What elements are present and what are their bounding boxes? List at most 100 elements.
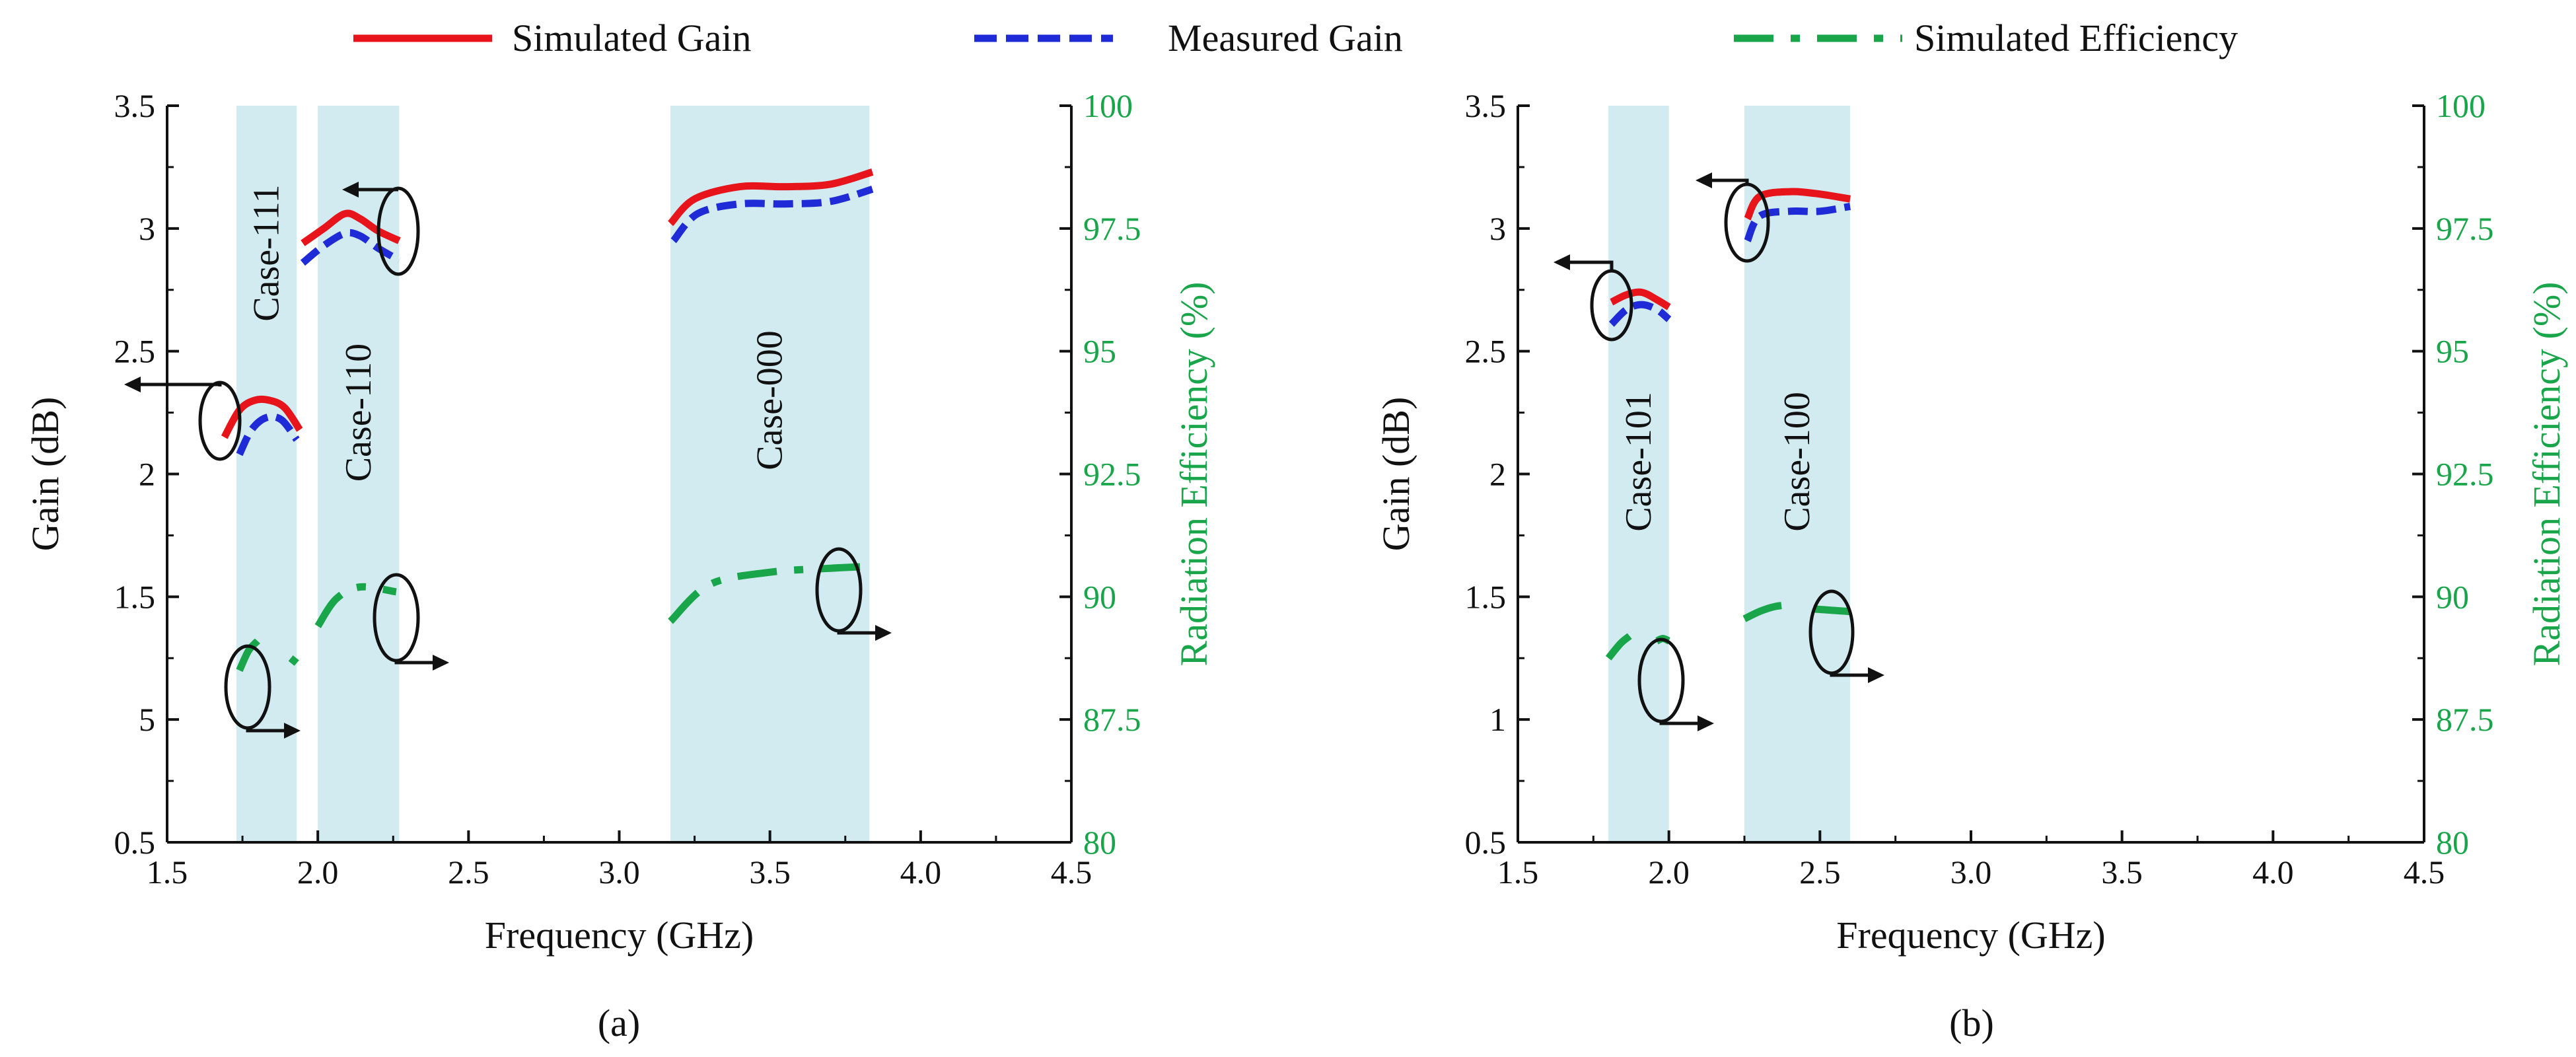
x-tick-label: 4.0 [2252,854,2294,891]
right-axis-arrow [394,661,439,665]
y2-tick-label: 95 [1083,333,1116,370]
x-tick-label: 2.0 [297,854,339,891]
series-line-simulated-gain [1744,188,1851,221]
x-tick-label: 3.0 [1950,854,1992,891]
y2-tick-label: 100 [2436,87,2486,124]
y2-axis-title: Radiation Efficiency (%) [2525,282,2568,667]
y-tick-label: 1 [1489,701,1506,738]
y-tick-label: 5 [139,701,155,738]
band-label: Case-000 [750,330,791,470]
x-tick-label: 4.0 [900,854,942,891]
band-layer: Case-101 Case-100 [1608,106,1851,842]
band-label: Case-110 [338,344,379,482]
series-layer [1605,188,1851,661]
x-tick-label: 2.0 [1648,854,1690,891]
band-layer: Case-111 Case-110 Case-000 [236,106,870,842]
x-tick-label: 4.5 [2404,854,2445,891]
y-axis-title: Gain (dB) [1375,397,1417,552]
series-line-simulated-efficiency [314,583,397,628]
arrow-head [1868,667,1884,683]
y-tick-label: 3 [1489,210,1506,247]
arrow-head [1696,172,1712,188]
band-label: Case-100 [1777,392,1818,532]
case-band [1744,106,1851,842]
y-tick-label: 0.5 [1465,824,1507,861]
series-line-simulated-gain [1610,288,1671,310]
arrow-head [1554,254,1570,270]
left-axis-arrow [132,383,222,386]
x-tick-label: 3.5 [749,854,791,891]
band-label: Case-101 [1618,392,1659,532]
axis-ellipse [198,381,242,461]
series-line-measured-gain [236,413,300,456]
x-tick-label: 1.5 [147,854,188,891]
series-line-simulated-efficiency [1742,601,1797,622]
arrow-head [875,625,892,641]
x-tick-label: 2.5 [448,854,489,891]
right-axis-arrow [1830,673,1875,677]
arrow-head [1698,715,1714,731]
x-tick-label: 1.5 [1497,854,1539,891]
right-axis-arrow [246,728,291,733]
legend-label-simulated-efficiency: Simulated Efficiency [1914,17,2238,59]
series-line-measured-gain [1608,301,1672,327]
axes-layer: 1.5 2.0 2.5 3.0 3.5 4.0 4.5 0.5 5 1.5 2 2.5 3 3.5 80 87… [24,87,1215,957]
left-axis-arrow [1562,260,1614,271]
y2-axis-title: Radiation Efficiency (%) [1172,282,1215,667]
legend-label-simulated-gain: Simulated Gain [512,17,751,59]
panel-label: (a) [598,1002,640,1044]
series-line-simulated-efficiency [288,655,299,666]
y-tick-label: 2 [1489,456,1506,493]
case-band [236,106,297,842]
y2-tick-label: 87.5 [2436,701,2494,738]
y2-tick-label: 90 [1083,578,1116,615]
y-tick-label: 3.5 [1465,87,1507,124]
legend: Simulated Gain Measured Gain Simulated E… [353,17,2238,59]
series-line-simulated-efficiency [236,638,260,673]
y-tick-label: 2.5 [1465,333,1507,370]
right-axis-arrow [837,631,882,635]
y-tick-label: 3.5 [114,87,156,124]
x-tick-label: 3.0 [598,854,640,891]
annotation-layer [124,182,892,739]
y2-tick-label: 100 [1083,87,1133,124]
x-tick-label: 4.5 [1051,854,1092,891]
band-label: Case-111 [246,184,287,321]
right-axis-arrow [1659,721,1704,725]
legend-label-measured-gain: Measured Gain [1168,17,1403,59]
x-tick-label: 3.5 [2101,854,2143,891]
series-line-measured-gain [670,186,874,244]
y2-tick-label: 92.5 [2436,456,2494,493]
x-tick-label: 2.5 [1799,854,1841,891]
arrow-head [342,182,359,198]
y-tick-label: 2.5 [114,333,156,370]
y-tick-label: 2 [139,456,155,493]
y2-tick-label: 80 [2436,824,2469,861]
left-axis-arrow [1704,178,1749,184]
case-band [318,106,400,842]
arrow-head [433,655,449,671]
series-line-simulated-efficiency [668,562,873,624]
y2-tick-label: 92.5 [1083,456,1141,493]
chart-panel-a: Case-111 Case-110 Case-000 1.5 2.0 2.5 3.0 3.5… [24,87,1215,1044]
series-line-simulated-efficiency [1605,633,1632,661]
annotation-layer [1554,172,1884,731]
y2-tick-label: 87.5 [1083,701,1141,738]
series-line-measured-gain [1744,202,1851,242]
arrow-head [284,723,301,739]
series-line-simulated-efficiency [1813,605,1851,616]
y-tick-label: 1.5 [114,578,156,615]
x-axis-title: Frequency (GHz) [1836,914,2105,957]
x-axis-title: Frequency (GHz) [485,914,754,957]
panel-label: (b) [1949,1002,1994,1044]
arrow-head [124,377,141,392]
y-tick-label: 1.5 [1465,578,1507,615]
y2-tick-label: 97.5 [1083,210,1141,247]
case-band [670,106,870,842]
y2-tick-label: 95 [2436,333,2469,370]
y2-tick-label: 80 [1083,824,1116,861]
y-tick-label: 0.5 [114,824,156,861]
chart-panel-b: Case-101 Case-100 1.5 2.0 2.5 3.0 3.5 4.0 4.5 0.… [1375,87,2568,1044]
axes-layer: 1.5 2.0 2.5 3.0 3.5 4.0 4.5 0.5 1 1.5 2 2.5 3 3.5 80 87… [1375,87,2568,957]
